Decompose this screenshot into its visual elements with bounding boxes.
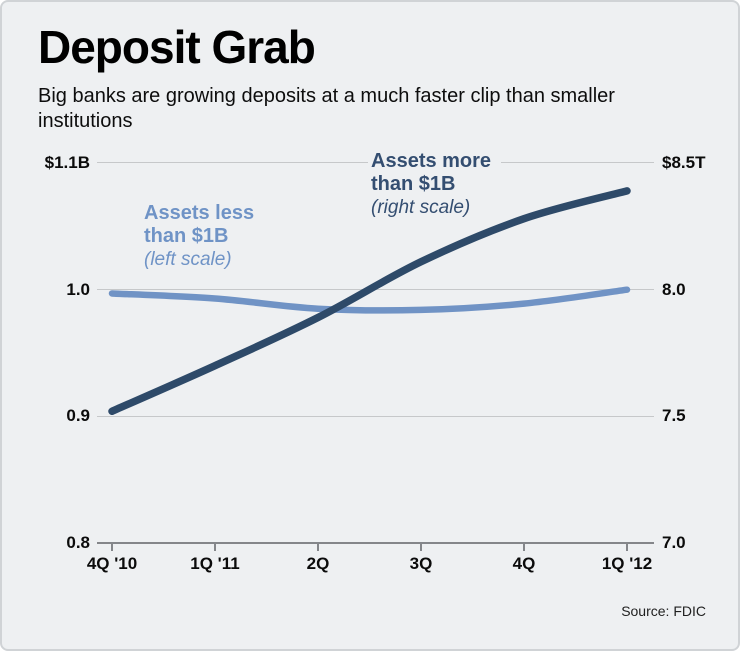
- axis-tick: [214, 544, 216, 551]
- x-axis-label: 4Q: [512, 554, 536, 573]
- right-axis-tick-label: $8.5T: [662, 153, 706, 172]
- legend-small-banks-scale-note: (left scale): [144, 249, 232, 270]
- legend-small-banks: Assets less than $1B (left scale): [144, 202, 254, 271]
- x-axis-label: 1Q '11: [190, 554, 240, 573]
- left-axis-tick-label: 0.9: [66, 406, 90, 425]
- right-axis-tick-label: 7.5: [662, 406, 686, 425]
- left-axis-tick-label: 1.0: [66, 280, 90, 299]
- axis-tick: [626, 544, 628, 551]
- x-axis-label: 2Q: [306, 554, 330, 573]
- gridline-mid-lower: [97, 416, 654, 417]
- chart-subtitle: Big banks are growing deposits at a much…: [38, 85, 615, 132]
- axis-tick: [111, 544, 113, 551]
- left-axis-tick-label: $1.1B: [44, 153, 90, 172]
- legend-big-banks-scale-note: (right scale): [371, 197, 471, 218]
- x-axis-label: 4Q '10: [86, 554, 138, 573]
- legend-small-banks-line1: Assets less: [144, 202, 255, 224]
- series-line-small-banks: [108, 286, 631, 314]
- gridline-mid-upper: [97, 289, 654, 290]
- axis-tick: [523, 544, 525, 551]
- right-axis-tick-label: 8.0: [662, 280, 686, 299]
- axis-tick: [420, 544, 422, 551]
- x-axis-line: [97, 542, 654, 544]
- legend-big-banks-line1: Assets more: [371, 150, 492, 172]
- legend-small-banks-line2: than $1B: [144, 225, 229, 247]
- source-credit: Source: FDIC: [621, 603, 706, 619]
- legend-big-banks-line2: than $1B: [371, 173, 456, 195]
- x-axis-label: 1Q '12: [601, 554, 653, 573]
- chart-title: Deposit Grab: [38, 21, 316, 73]
- legend-big-banks: Assets more than $1B (right scale): [368, 148, 502, 221]
- x-axis-label: 3Q: [409, 554, 433, 573]
- left-axis-tick-label: 0.8: [66, 533, 90, 552]
- axis-tick: [317, 544, 319, 551]
- right-axis-tick-label: 7.0: [662, 533, 686, 552]
